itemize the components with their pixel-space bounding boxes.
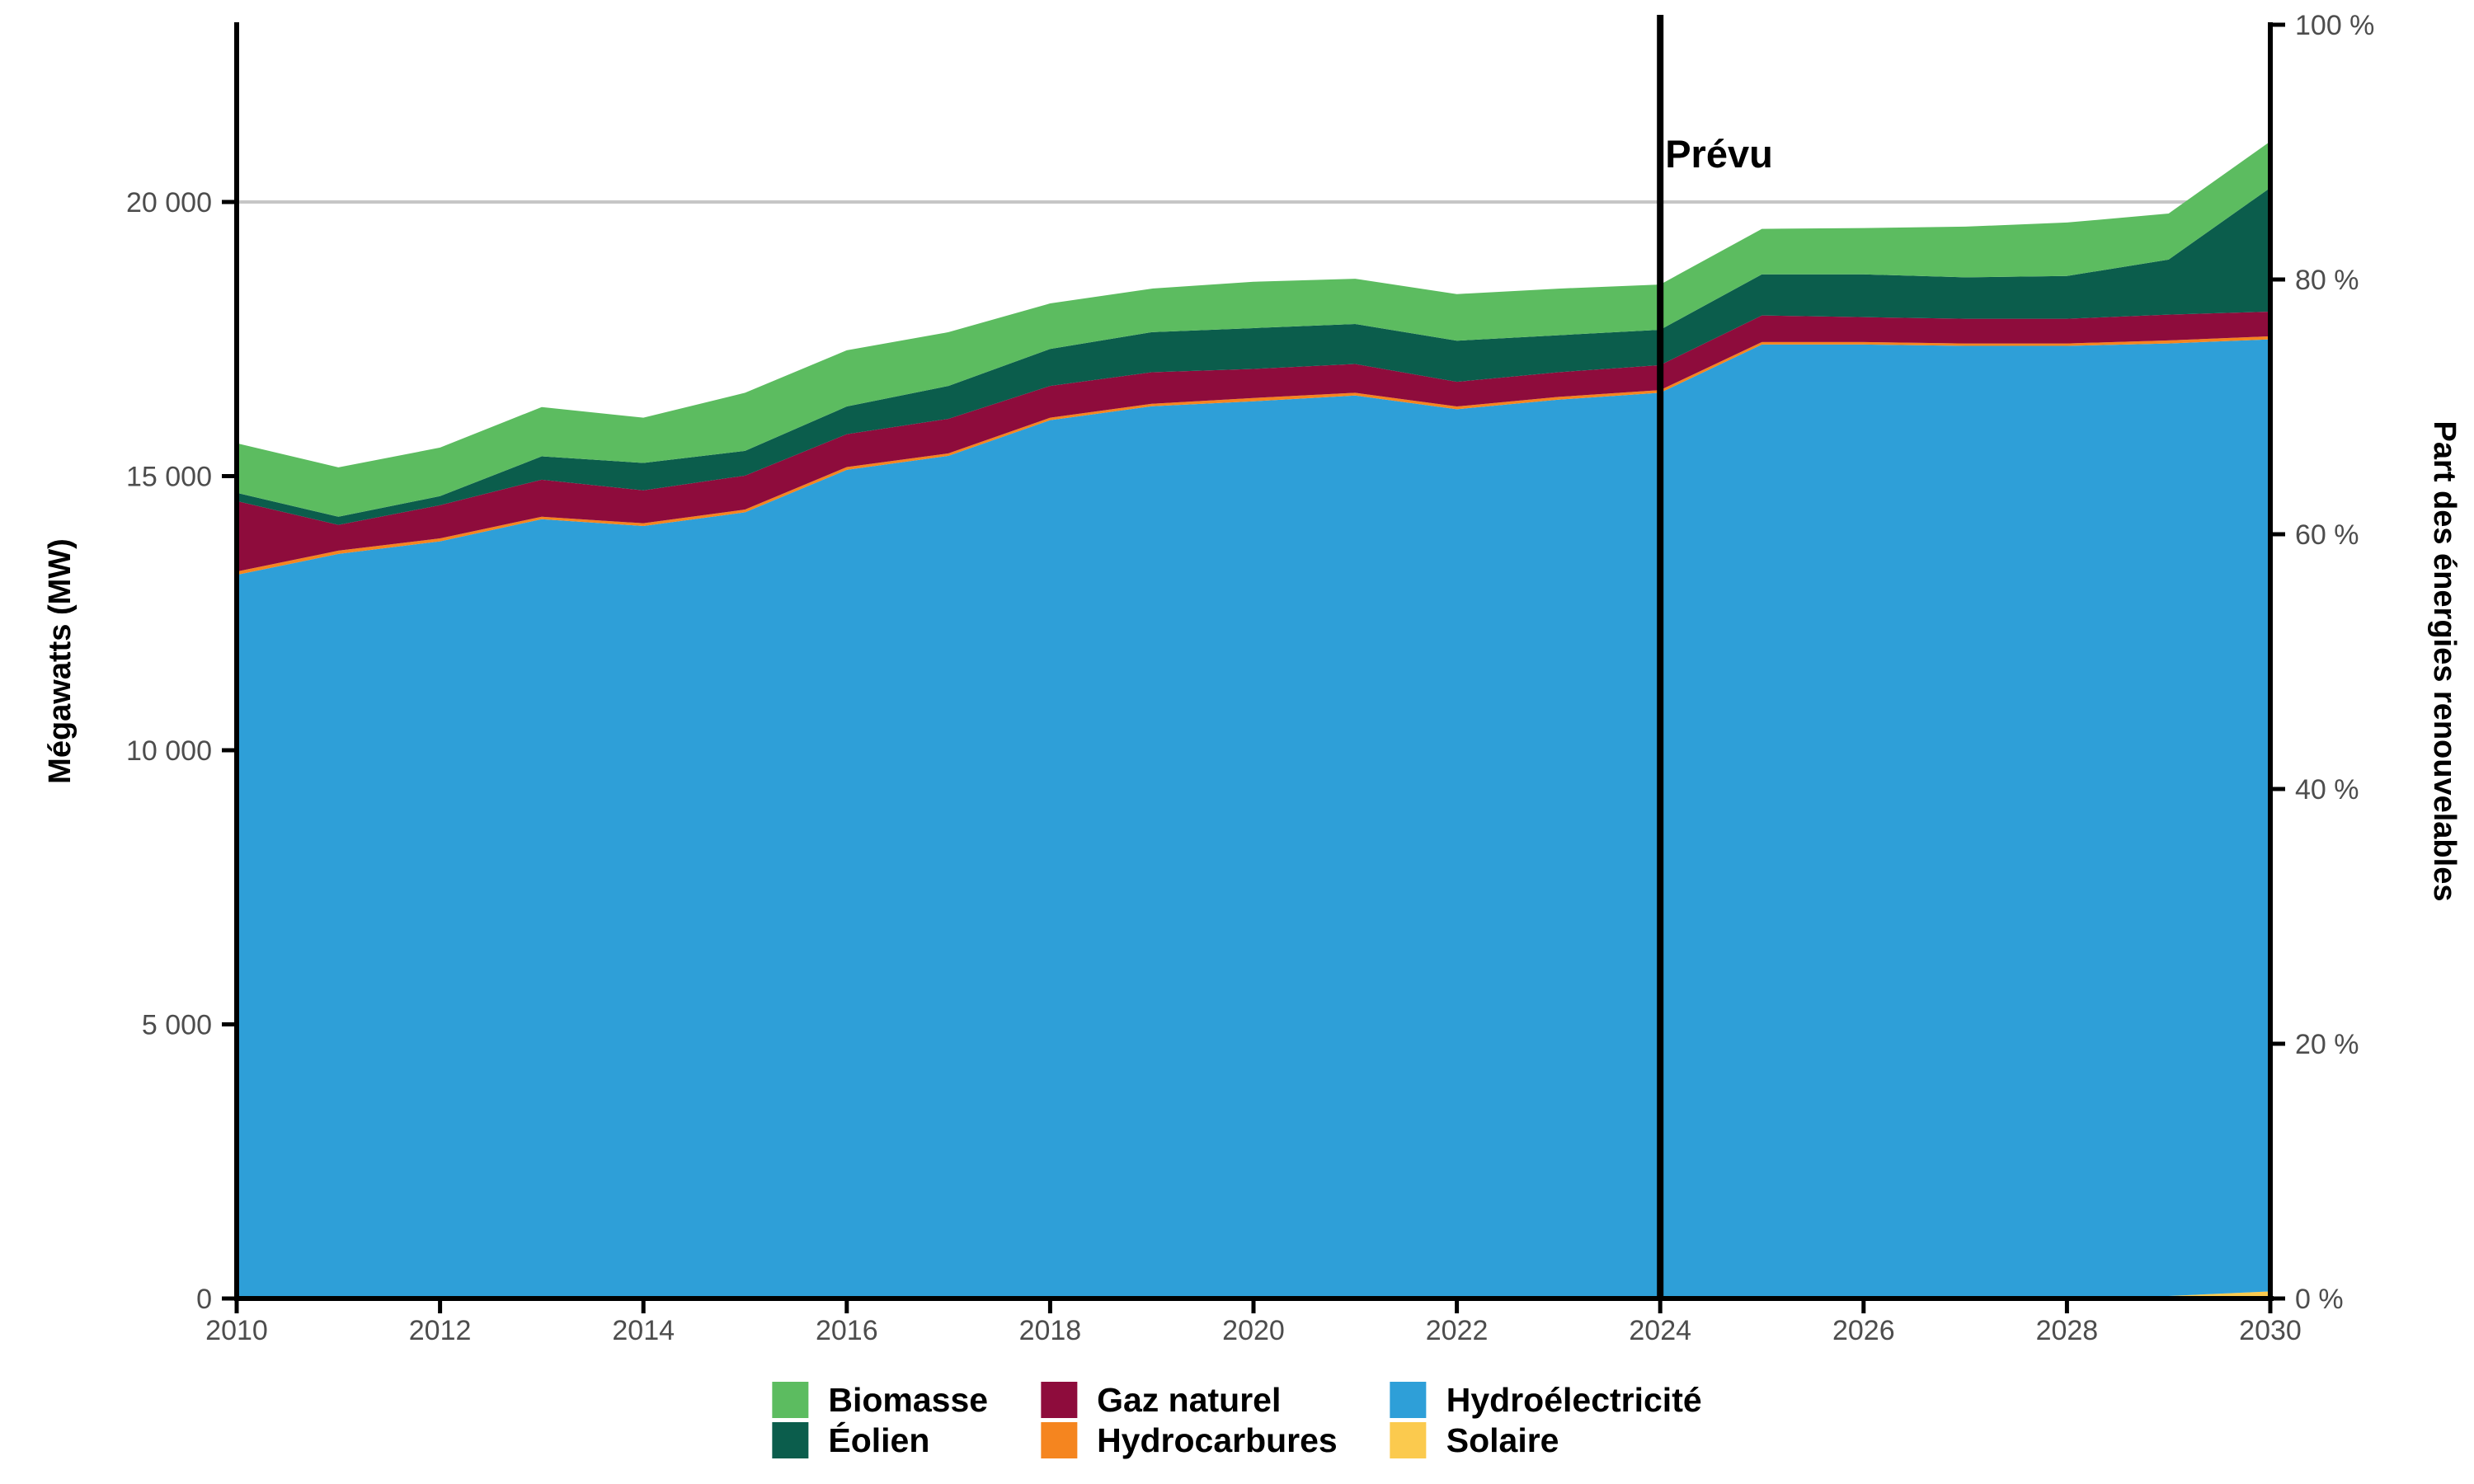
legend-item-hydrocarbures: Hydrocarbures [1041, 1422, 1338, 1458]
x-axis-tick-label: 2026 [1832, 1315, 1895, 1346]
right-axis-title: Part des énergies renouvelables [2427, 421, 2462, 902]
legend-label-hydrocarbures: Hydrocarbures [1097, 1421, 1338, 1459]
area-gaz-naturel [237, 311, 2270, 572]
x-axis-tick-label: 2022 [1426, 1315, 1489, 1346]
x-axis-tick-label: 2030 [2239, 1315, 2302, 1346]
right-axis-tick-label: 100 % [2295, 10, 2374, 41]
x-axis-tick-label: 2014 [612, 1315, 675, 1346]
area-hydro-lectricit- [237, 339, 2270, 1298]
legend: Biomasse Éolien Gaz naturel Hydrocarbure… [772, 1382, 1702, 1458]
right-axis-tick-label: 0 % [2295, 1284, 2344, 1315]
legend-item-hydroelectricite: Hydroélectricité [1390, 1382, 1702, 1418]
left-axis-tick-label: 5 000 [142, 1009, 212, 1040]
legend-item-solaire: Solaire [1390, 1422, 1702, 1458]
legend-column: Hydroélectricité Solaire [1390, 1382, 1702, 1458]
legend-column: Gaz naturel Hydrocarbures [1041, 1382, 1338, 1458]
left-axis-tick-label: 10 000 [126, 735, 212, 767]
forecast-label: Prévu [1665, 132, 1773, 176]
right-axis-tick-label: 20 % [2295, 1029, 2359, 1060]
left-axis-tick-label: 0 [196, 1284, 212, 1315]
x-axis-tick-label: 2016 [816, 1315, 878, 1346]
x-axis-tick-label: 2012 [409, 1315, 472, 1346]
right-axis-tick-label: 60 % [2295, 519, 2359, 551]
area-layer [237, 141, 2270, 1298]
legend-label-solaire: Solaire [1446, 1421, 1559, 1459]
legend-item-eolien: Éolien [772, 1422, 988, 1458]
area--olien [237, 187, 2270, 525]
legend-label-eolien: Éolien [828, 1421, 930, 1459]
legend-swatch-solaire [1390, 1422, 1427, 1458]
legend-swatch-hydroelectricite [1390, 1382, 1427, 1418]
right-axis-tick-label: 80 % [2295, 265, 2359, 296]
left-axis-tick-label: 20 000 [126, 187, 212, 218]
x-axis-tick-label: 2010 [205, 1315, 268, 1346]
x-axis-tick-label: 2018 [1019, 1315, 1082, 1346]
legend-item-gaz-naturel: Gaz naturel [1041, 1382, 1338, 1418]
legend-swatch-biomasse [772, 1382, 809, 1418]
legend-column: Biomasse Éolien [772, 1382, 988, 1458]
x-axis-tick-label: 2028 [2036, 1315, 2099, 1346]
legend-swatch-hydrocarbures [1041, 1422, 1078, 1458]
area-biomasse [237, 141, 2270, 517]
legend-swatch-eolien [772, 1422, 809, 1458]
axis-layer: 0 5 000 10 000 15 000 20 000 0 % 20 % 40 % 60 % 8… [126, 10, 2374, 1346]
left-axis-tick-label: 15 000 [126, 461, 212, 492]
x-axis-tick-label: 2024 [1629, 1315, 1691, 1346]
x-axis-tick-label: 2020 [1222, 1315, 1285, 1346]
legend-item-biomasse: Biomasse [772, 1382, 988, 1418]
left-axis-title: Mégawatts (MW) [43, 538, 78, 784]
legend-swatch-gaz-naturel [1041, 1382, 1078, 1418]
legend-label-gaz-naturel: Gaz naturel [1097, 1381, 1282, 1419]
right-axis-tick-label: 40 % [2295, 774, 2359, 805]
legend-label-biomasse: Biomasse [828, 1381, 989, 1419]
legend-label-hydroelectricite: Hydroélectricité [1446, 1381, 1702, 1419]
